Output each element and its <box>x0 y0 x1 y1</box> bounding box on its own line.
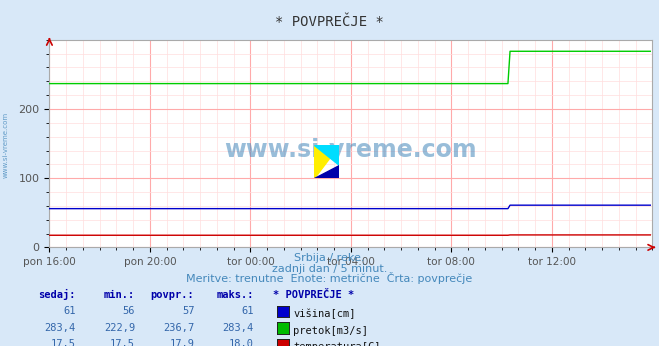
Text: 61: 61 <box>241 306 254 316</box>
Text: 61: 61 <box>63 306 76 316</box>
Text: * POVPREČJE *: * POVPREČJE * <box>273 290 355 300</box>
Text: pretok[m3/s]: pretok[m3/s] <box>293 326 368 336</box>
Text: 18,0: 18,0 <box>229 339 254 346</box>
Text: višina[cm]: višina[cm] <box>293 309 356 319</box>
Text: 17,5: 17,5 <box>110 339 135 346</box>
Text: 17,5: 17,5 <box>51 339 76 346</box>
Text: www.si-vreme.com: www.si-vreme.com <box>2 112 9 179</box>
Text: 283,4: 283,4 <box>223 323 254 333</box>
Text: min.:: min.: <box>104 290 135 300</box>
Text: zadnji dan / 5 minut.: zadnji dan / 5 minut. <box>272 264 387 274</box>
Text: 283,4: 283,4 <box>45 323 76 333</box>
Text: temperatura[C]: temperatura[C] <box>293 343 381 346</box>
Text: 57: 57 <box>182 306 194 316</box>
Polygon shape <box>314 145 339 165</box>
Text: povpr.:: povpr.: <box>151 290 194 300</box>
Text: Meritve: trenutne  Enote: metrične  Črta: povprečje: Meritve: trenutne Enote: metrične Črta: … <box>186 272 473 284</box>
Text: www.si-vreme.com: www.si-vreme.com <box>225 138 477 162</box>
Text: sedaj:: sedaj: <box>38 289 76 300</box>
Text: 17,9: 17,9 <box>169 339 194 346</box>
Text: Srbija / reke.: Srbija / reke. <box>295 253 364 263</box>
Text: 236,7: 236,7 <box>163 323 194 333</box>
Polygon shape <box>314 145 339 178</box>
Text: 222,9: 222,9 <box>104 323 135 333</box>
Text: * POVPREČJE *: * POVPREČJE * <box>275 16 384 29</box>
Text: 56: 56 <box>123 306 135 316</box>
Polygon shape <box>314 165 339 178</box>
Text: maks.:: maks.: <box>216 290 254 300</box>
